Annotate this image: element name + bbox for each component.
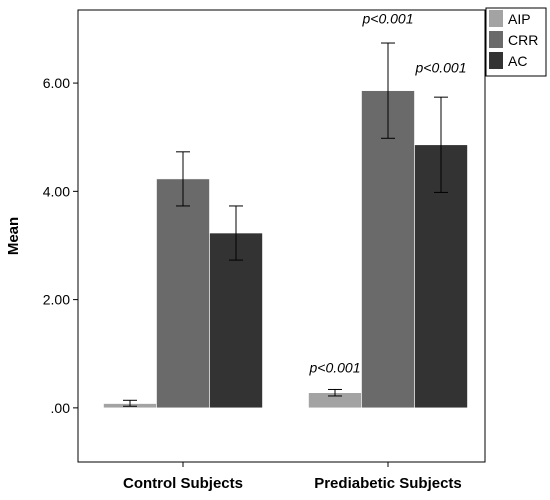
significance-label: p<0.001	[309, 360, 361, 376]
y-tick-label: 2.00	[43, 292, 70, 308]
bars	[103, 90, 468, 409]
error-bars	[123, 42, 448, 407]
y-tick-label: 4.00	[43, 183, 70, 199]
legend: AIP CRR AC	[485, 7, 547, 77]
legend-label: AC	[508, 53, 527, 69]
plot-frame	[77, 9, 486, 463]
y-tick-label: 6.00	[43, 75, 70, 91]
annotations: p<0.001 p<0.001 p<0.001	[309, 11, 467, 376]
bar-crr	[156, 178, 210, 409]
legend-swatch	[489, 10, 503, 27]
legend-label: CRR	[508, 32, 538, 48]
significance-label: p<0.001	[415, 59, 467, 75]
y-axis: .00 2.00 4.00 6.00	[43, 75, 78, 416]
y-tick-label: .00	[51, 400, 71, 416]
significance-label: p<0.001	[362, 11, 414, 27]
legend-swatch	[489, 52, 503, 69]
x-category-label: Prediabetic Subjects	[314, 475, 462, 492]
bar-crr	[361, 90, 415, 409]
plot-border	[77, 9, 486, 463]
x-axis: Control Subjects Prediabetic Subjects	[123, 462, 462, 492]
legend-label: AIP	[508, 11, 531, 27]
legend-swatch	[489, 31, 503, 48]
x-category-label: Control Subjects	[123, 475, 243, 492]
bar-ac	[209, 232, 263, 409]
y-axis-title: Mean	[5, 217, 22, 255]
